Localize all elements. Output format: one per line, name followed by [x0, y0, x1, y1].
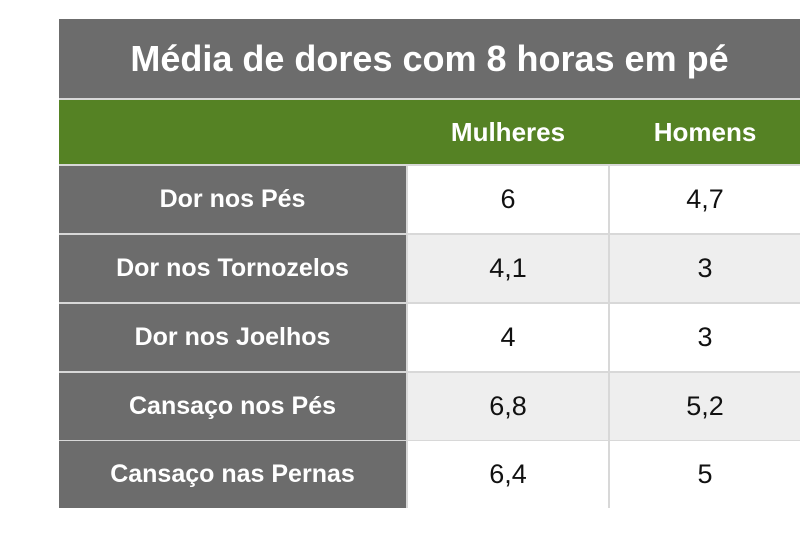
cell-homens: 4,7 — [610, 166, 800, 233]
column-header-row: Mulheres Homens — [59, 100, 800, 164]
row-label: Cansaço nas Pernas — [59, 441, 406, 508]
table-row: Dor nos Pés 6 4,7 — [59, 166, 800, 233]
table-row: Dor nos Tornozelos 4,1 3 — [59, 235, 800, 302]
data-table: Média de dores com 8 horas em pé Mulhere… — [59, 19, 800, 508]
column-header-homens: Homens — [653, 117, 757, 147]
column-header-mulheres: Mulheres — [450, 117, 566, 147]
table-title: Média de dores com 8 horas em pé — [59, 19, 800, 98]
table-row: Cansaço nos Pés 6,8 5,2 — [59, 373, 800, 440]
row-label: Dor nos Joelhos — [59, 304, 406, 371]
row-label: Dor nos Pés — [59, 166, 406, 233]
cell-mulheres: 6,8 — [408, 373, 608, 440]
cell-homens: 5 — [610, 441, 800, 508]
cell-mulheres: 6 — [408, 166, 608, 233]
table-row: Dor nos Joelhos 4 3 — [59, 304, 800, 371]
table-row: Cansaço nas Pernas 6,4 5 — [59, 441, 800, 508]
cell-mulheres: 4,1 — [408, 235, 608, 302]
cell-homens: 5,2 — [610, 373, 800, 440]
cell-mulheres: 6,4 — [408, 441, 608, 508]
cell-mulheres: 4 — [408, 304, 608, 371]
row-label: Dor nos Tornozelos — [59, 235, 406, 302]
row-label: Cansaço nos Pés — [59, 373, 406, 440]
cell-homens: 3 — [610, 235, 800, 302]
cell-homens: 3 — [610, 304, 800, 371]
